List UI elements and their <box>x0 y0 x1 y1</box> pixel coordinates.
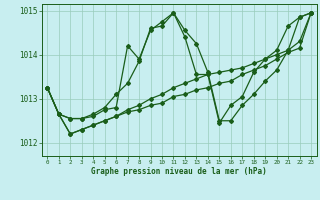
X-axis label: Graphe pression niveau de la mer (hPa): Graphe pression niveau de la mer (hPa) <box>91 167 267 176</box>
